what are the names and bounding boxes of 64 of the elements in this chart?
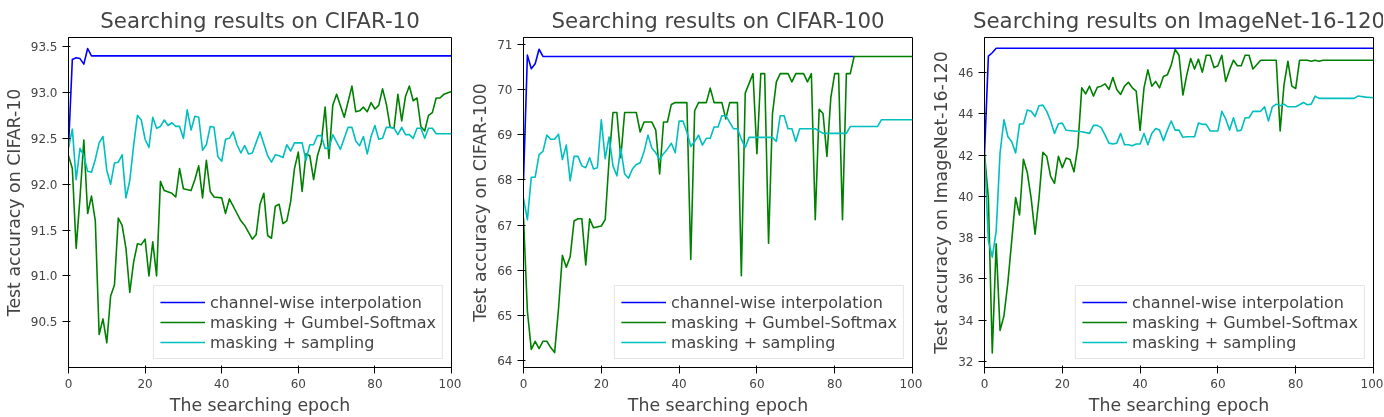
x-axis-title: The searching epoch <box>168 394 351 415</box>
y-tick-label: 36 <box>958 272 974 287</box>
x-tick-label: 20 <box>1054 376 1070 391</box>
line-series <box>984 95 1374 258</box>
y-tick-label: 93.5 <box>30 40 58 55</box>
y-tick-label: 40 <box>958 189 974 204</box>
y-tick-label: 93.0 <box>30 86 58 100</box>
x-tick-label: 20 <box>593 376 609 391</box>
y-tick-label: 32 <box>958 354 974 369</box>
y-tick-label: 66 <box>497 263 513 278</box>
y-tick-label: 65 <box>497 309 513 324</box>
y-axis-title: Test accuracy on CIFAR-100 <box>470 83 491 323</box>
y-tick-label: 46 <box>958 66 974 81</box>
y-tick-label: 91.5 <box>30 223 58 238</box>
x-tick-label: 40 <box>671 376 687 391</box>
x-tick-label: 0 <box>64 376 73 391</box>
y-axis-title: Test accuracy on ImageNet-16-120 <box>931 51 952 355</box>
y-tick-label: 92.0 <box>30 177 58 192</box>
legend-label: channel-wise interpolation <box>1131 292 1344 312</box>
legend-label: masking + sampling <box>1131 332 1297 352</box>
x-tick-label: 40 <box>1132 376 1148 391</box>
legend-label: masking + Gumbel-Softmax <box>209 312 436 332</box>
chart-title: Searching results on CIFAR-100 <box>551 7 885 33</box>
x-tick-label: 0 <box>980 376 989 391</box>
x-tick-label: 60 <box>1210 376 1226 391</box>
y-tick-label: 70 <box>497 82 513 97</box>
chart-title: Searching results on ImageNet-16-120 <box>972 7 1384 33</box>
x-tick-label: 40 <box>214 376 230 391</box>
legend-label: masking + Gumbel-Softmax <box>670 312 897 332</box>
x-axis-title: The searching epoch <box>1087 394 1270 415</box>
x-tick-label: 100 <box>1360 376 1384 391</box>
x-tick-label: 20 <box>137 376 153 391</box>
legend-label: channel-wise interpolation <box>670 292 883 312</box>
line-series <box>68 109 452 199</box>
y-tick-label: 71 <box>497 37 513 52</box>
legend-label: channel-wise interpolation <box>209 292 422 312</box>
x-axis-title: The searching epoch <box>626 394 809 415</box>
line-series <box>523 55 913 354</box>
y-axis-title: Test accuracy on CIFAR-10 <box>3 88 24 318</box>
legend-label: masking + Gumbel-Softmax <box>1131 312 1358 332</box>
chart-title: Searching results on CIFAR-10 <box>100 7 420 33</box>
y-tick-label: 68 <box>497 173 513 188</box>
y-tick-label: 90.5 <box>30 315 58 330</box>
x-tick-label: 80 <box>1288 376 1304 391</box>
x-tick-label: 100 <box>438 376 462 391</box>
x-tick-label: 80 <box>827 376 843 391</box>
x-tick-label: 80 <box>367 376 383 391</box>
x-tick-label: 0 <box>519 376 528 391</box>
y-tick-label: 67 <box>497 218 513 233</box>
x-tick-label: 60 <box>290 376 306 391</box>
y-tick-label: 42 <box>958 148 974 163</box>
x-tick-label: 100 <box>899 376 923 391</box>
y-tick-label: 44 <box>958 107 974 122</box>
y-tick-label: 92.5 <box>30 131 58 146</box>
y-tick-label: 64 <box>497 354 513 369</box>
y-tick-label: 69 <box>497 128 513 143</box>
line-series <box>523 114 913 221</box>
line-series <box>984 48 1374 354</box>
y-tick-label: 91.0 <box>30 269 58 284</box>
legend-label: masking + sampling <box>670 332 836 352</box>
legend-label: masking + sampling <box>209 332 375 352</box>
y-tick-label: 34 <box>958 313 974 328</box>
y-tick-label: 38 <box>958 231 974 246</box>
x-tick-label: 60 <box>749 376 765 391</box>
